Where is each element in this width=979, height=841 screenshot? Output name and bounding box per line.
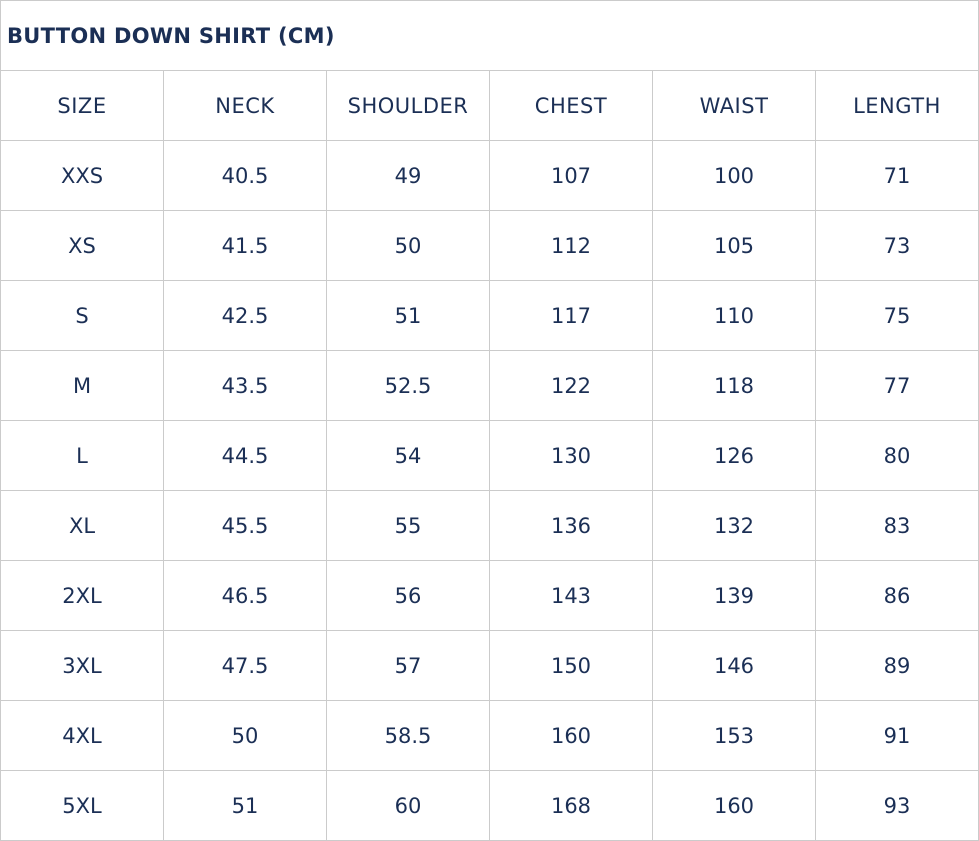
table-title: BUTTON DOWN SHIRT (CM)	[0, 0, 979, 71]
table-row: 2XL 46.5 56 143 139 86	[0, 560, 979, 631]
cell-waist: 118	[652, 350, 816, 421]
cell-shoulder: 51	[326, 280, 490, 351]
cell-length: 83	[815, 490, 979, 561]
cell-waist: 146	[652, 630, 816, 701]
cell-shoulder: 50	[326, 210, 490, 281]
cell-shoulder: 55	[326, 490, 490, 561]
cell-chest: 143	[489, 560, 653, 631]
cell-chest: 150	[489, 630, 653, 701]
column-header-waist: WAIST	[652, 70, 816, 141]
cell-chest: 136	[489, 490, 653, 561]
cell-chest: 168	[489, 770, 653, 841]
cell-size: M	[0, 350, 164, 421]
cell-shoulder: 60	[326, 770, 490, 841]
cell-length: 77	[815, 350, 979, 421]
cell-neck: 43.5	[163, 350, 327, 421]
cell-chest: 160	[489, 700, 653, 771]
cell-size: 5XL	[0, 770, 164, 841]
table-row: 4XL 50 58.5 160 153 91	[0, 700, 979, 771]
cell-length: 75	[815, 280, 979, 351]
cell-shoulder: 57	[326, 630, 490, 701]
cell-chest: 107	[489, 140, 653, 211]
table-row: 5XL 51 60 168 160 93	[0, 770, 979, 841]
cell-chest: 122	[489, 350, 653, 421]
cell-neck: 42.5	[163, 280, 327, 351]
cell-size: XS	[0, 210, 164, 281]
cell-shoulder: 54	[326, 420, 490, 491]
cell-chest: 112	[489, 210, 653, 281]
cell-chest: 117	[489, 280, 653, 351]
cell-shoulder: 58.5	[326, 700, 490, 771]
cell-size: S	[0, 280, 164, 351]
cell-length: 80	[815, 420, 979, 491]
cell-shoulder: 56	[326, 560, 490, 631]
cell-length: 89	[815, 630, 979, 701]
cell-waist: 100	[652, 140, 816, 211]
table-row: 3XL 47.5 57 150 146 89	[0, 630, 979, 701]
table-row: XS 41.5 50 112 105 73	[0, 210, 979, 281]
cell-shoulder: 49	[326, 140, 490, 211]
cell-neck: 44.5	[163, 420, 327, 491]
column-header-length: LENGTH	[815, 70, 979, 141]
table-row: S 42.5 51 117 110 75	[0, 280, 979, 351]
cell-length: 86	[815, 560, 979, 631]
cell-length: 71	[815, 140, 979, 211]
column-header-size: SIZE	[0, 70, 164, 141]
column-header-shoulder: SHOULDER	[326, 70, 490, 141]
cell-size: 3XL	[0, 630, 164, 701]
cell-size: XXS	[0, 140, 164, 211]
cell-size: 4XL	[0, 700, 164, 771]
cell-waist: 126	[652, 420, 816, 491]
cell-neck: 40.5	[163, 140, 327, 211]
cell-waist: 160	[652, 770, 816, 841]
cell-length: 73	[815, 210, 979, 281]
cell-shoulder: 52.5	[326, 350, 490, 421]
table-row: XXS 40.5 49 107 100 71	[0, 140, 979, 211]
cell-size: 2XL	[0, 560, 164, 631]
cell-size: XL	[0, 490, 164, 561]
header-row: SIZE NECK SHOULDER CHEST WAIST LENGTH	[0, 70, 979, 141]
cell-neck: 41.5	[163, 210, 327, 281]
cell-neck: 50	[163, 700, 327, 771]
table-row: XL 45.5 55 136 132 83	[0, 490, 979, 561]
cell-waist: 153	[652, 700, 816, 771]
cell-length: 91	[815, 700, 979, 771]
cell-size: L	[0, 420, 164, 491]
cell-waist: 139	[652, 560, 816, 631]
cell-waist: 132	[652, 490, 816, 561]
cell-waist: 105	[652, 210, 816, 281]
title-row: BUTTON DOWN SHIRT (CM)	[0, 0, 979, 71]
cell-neck: 51	[163, 770, 327, 841]
column-header-chest: CHEST	[489, 70, 653, 141]
table-row: L 44.5 54 130 126 80	[0, 420, 979, 491]
column-header-neck: NECK	[163, 70, 327, 141]
cell-waist: 110	[652, 280, 816, 351]
cell-neck: 47.5	[163, 630, 327, 701]
cell-length: 93	[815, 770, 979, 841]
cell-chest: 130	[489, 420, 653, 491]
table-row: M 43.5 52.5 122 118 77	[0, 350, 979, 421]
cell-neck: 45.5	[163, 490, 327, 561]
cell-neck: 46.5	[163, 560, 327, 631]
